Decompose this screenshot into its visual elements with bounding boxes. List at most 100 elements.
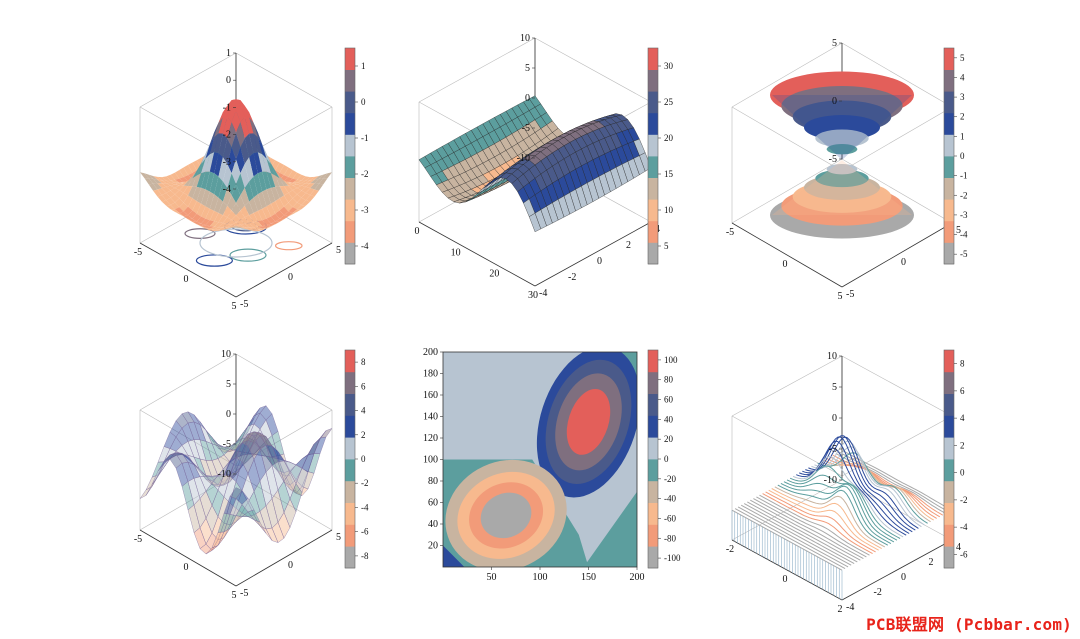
surface-patch [262,171,271,190]
surface-patch [297,197,306,205]
surface-patch [227,195,236,211]
floor-contour-line [229,248,267,262]
surface-patch [266,223,276,227]
colorbar-tick-label: -5 [960,249,968,259]
surface-patch [222,187,232,206]
y-tick-label: 20 [428,541,438,552]
axis-box-edge [841,42,953,108]
waterfall-line [734,508,846,570]
colorbar-segment [648,134,658,157]
x-axis-line [731,222,843,288]
surface-patch [257,171,267,192]
surface-patch [183,178,193,186]
surface-patch [236,122,245,148]
surface-patch [218,116,228,134]
surface-patch [301,192,311,201]
surface-patch [262,154,271,174]
surface-patch [253,173,263,195]
surface-patch [257,220,267,227]
surface-patch [288,207,298,213]
surface-patch [157,195,167,202]
colorbar-segment [648,220,658,243]
surface-patch [222,217,232,224]
colorbar-segment [648,502,658,525]
colorbar-tick-label: -40 [664,494,676,504]
surface-patch [262,226,271,229]
surface-patch [170,179,180,183]
colorbar-tick-label: 0 [361,454,366,464]
surface-patch [240,187,250,206]
waterfall-line [740,504,852,566]
colorbar-tick-label: 4 [960,72,965,82]
surface-patch [288,211,298,217]
contour-region [583,491,637,567]
surface-patch [257,152,267,172]
surface-patch [301,176,311,181]
y-tick-label: 40 [428,519,438,530]
waterfall-line [808,436,919,529]
colorbar-tick-label: -2 [960,495,968,505]
surface-patch [240,105,250,118]
surface-patch [244,105,254,123]
surface-patch [153,178,162,184]
surface-patch [288,198,298,208]
z-tick-label: 5 [226,379,231,390]
surface-patch [266,187,276,204]
surface-patch [266,216,276,224]
contour-band [480,492,532,539]
surface-patch [236,219,245,225]
surface-patch [236,99,245,106]
axis-box-edge [139,409,237,467]
surface-patch [528,212,542,233]
colorbar-segment [944,91,954,114]
floor-contour-line [199,228,273,258]
colorbar-frame [943,349,955,569]
colorbar-segment [345,69,355,92]
colorbar-segment [944,393,954,416]
surface-patch [318,178,328,185]
surface-patch [284,167,293,177]
surface-patch [231,222,241,227]
surface-patch [275,218,284,225]
surface-patch [166,185,175,191]
colorbar-tick-label: 8 [361,357,366,367]
surface-patch [227,227,236,229]
surface-patch [305,179,315,184]
surface-patch [161,183,171,187]
axis-box-edge [139,52,237,108]
surface-patch [292,179,302,183]
surface-patch [253,226,263,230]
surface-patch [240,116,250,139]
colorbar-tick-label: 2 [960,112,965,122]
surface-patch [218,105,228,123]
surface-patch [174,211,184,217]
surface-patch [214,229,223,232]
axis-box-edge [731,106,843,172]
x-tick-label: 10 [451,247,461,258]
waterfall-line [771,488,882,550]
waterfall-line [838,451,950,513]
surface-patch [188,175,197,187]
surface-patch [292,209,302,213]
watermark-text: PCB联盟网 (Pcbbar.com) [866,615,1072,634]
surface-patch [201,218,210,226]
colorbar-tick-label: -8 [361,551,369,561]
waterfall-line [737,506,849,568]
surface-patch [161,176,171,181]
surface-patch [288,183,298,186]
surface-patch [174,207,184,213]
waterfall-line [823,459,934,521]
y-tick-label: 100 [423,455,438,466]
surface-patch [205,171,215,192]
colorbar-segment [345,134,355,157]
surface-patch [288,190,298,199]
surface-patch [297,183,306,186]
colorbar-segment [345,502,355,525]
colorbar-segment [345,199,355,222]
lower-cone-band [826,164,858,175]
surface-patch [196,223,206,227]
surface-patch [144,178,154,185]
surface-patch [240,138,250,164]
colorbar-segment [648,393,658,416]
